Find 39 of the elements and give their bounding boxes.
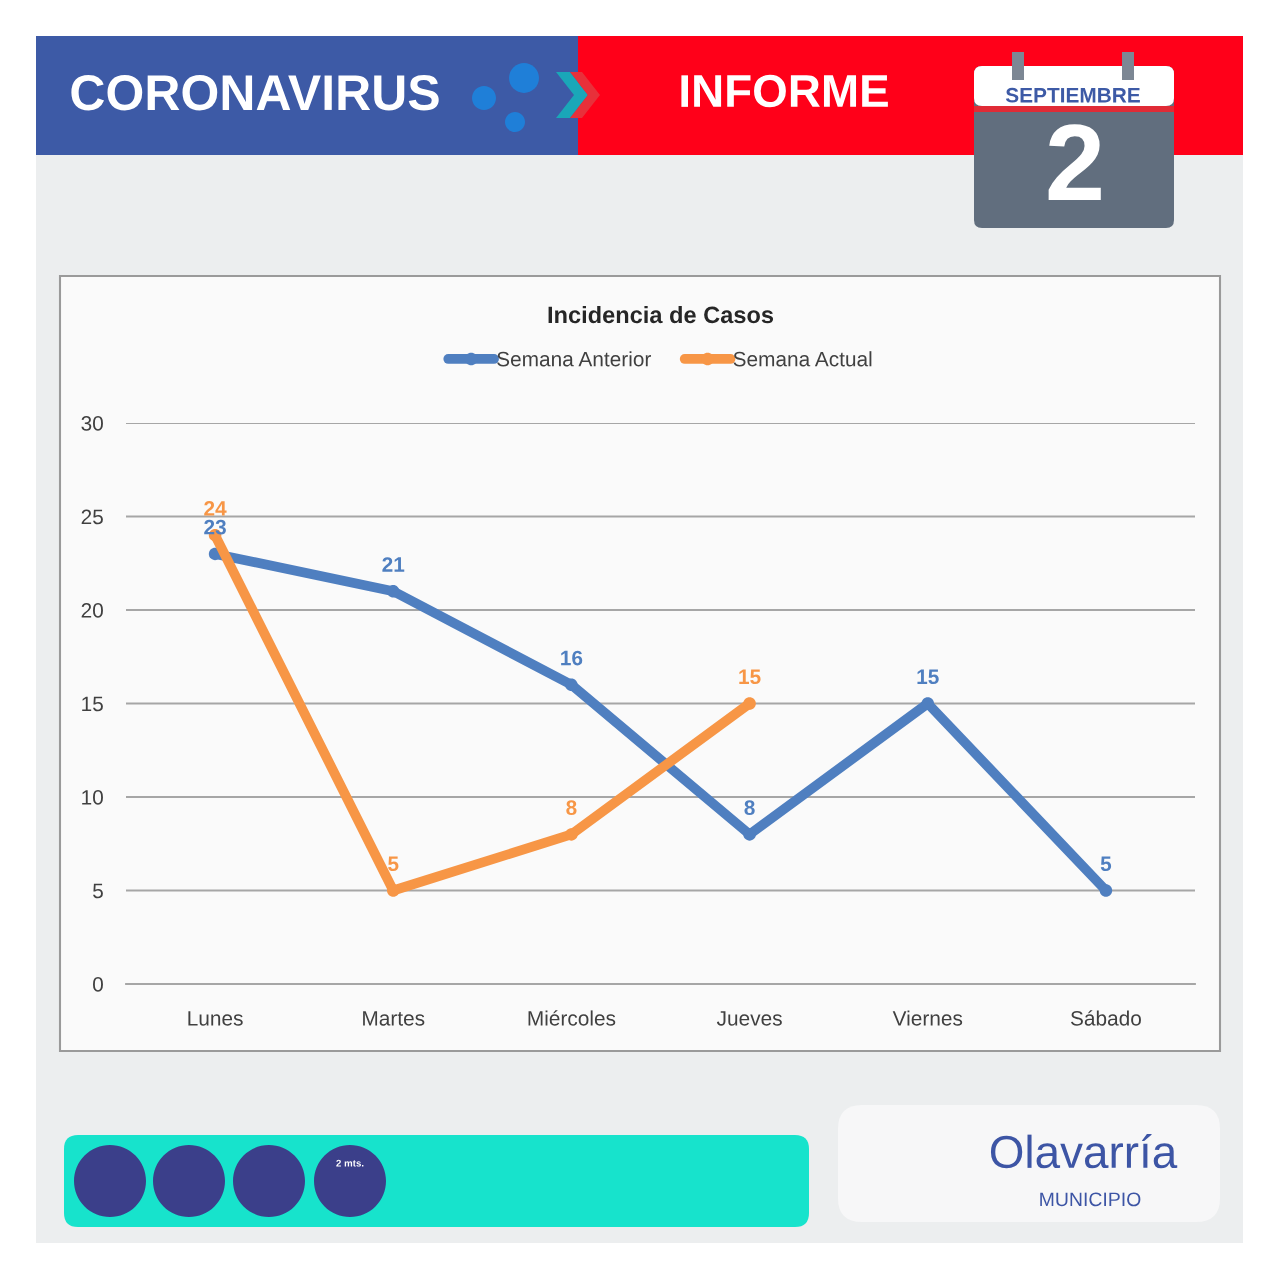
text: 2 <box>1048 124 1101 201</box>
data-label: 8 <box>566 800 577 815</box>
point <box>565 678 578 692</box>
y-tick-label: 10 <box>82 790 103 805</box>
text: Olavarría <box>990 1134 1178 1169</box>
y-tick-label: 30 <box>81 416 103 431</box>
legend-label: Semana Anterior <box>497 351 652 367</box>
text: 2 mts. <box>336 1159 364 1167</box>
x-tick-label: Lunes <box>188 1011 243 1026</box>
point <box>743 697 756 710</box>
data-label: 5 <box>388 856 399 872</box>
text: INFORME <box>681 74 888 108</box>
data-label: 15 <box>917 669 939 685</box>
data-label: 15 <box>739 669 761 685</box>
point <box>387 884 400 897</box>
x-tick-label: Miércoles <box>528 1010 616 1026</box>
x-tick-label: Martes <box>363 1011 425 1026</box>
y-tick-label: 15 <box>82 696 103 712</box>
data-label: 23 <box>204 519 226 535</box>
point <box>387 585 400 598</box>
data-label: 24 <box>204 501 227 516</box>
y-tick-label: 0 <box>93 977 103 992</box>
point <box>1099 884 1113 897</box>
data-label: 8 <box>744 800 755 815</box>
point <box>565 828 578 841</box>
y-tick-label: 25 <box>81 509 103 525</box>
data-label: 5 <box>1100 856 1112 872</box>
y-tick-label: 5 <box>93 883 103 899</box>
legend-label: Semana Actual <box>733 351 872 367</box>
text: MUNICIPIO <box>1040 1192 1141 1207</box>
x-tick-label: Viernes <box>892 1010 963 1026</box>
x-tick-label: Jueves <box>716 1011 782 1026</box>
chart-title: Incidencia de Casos <box>548 305 774 324</box>
y-tick-label: 20 <box>81 603 103 618</box>
text: SEPTIEMBRE <box>1005 87 1140 103</box>
data-label: 21 <box>382 557 405 572</box>
text: CORONAVIRUS <box>71 75 439 111</box>
x-tick-label: Sábado <box>1070 1010 1141 1026</box>
data-label: 16 <box>561 650 583 666</box>
